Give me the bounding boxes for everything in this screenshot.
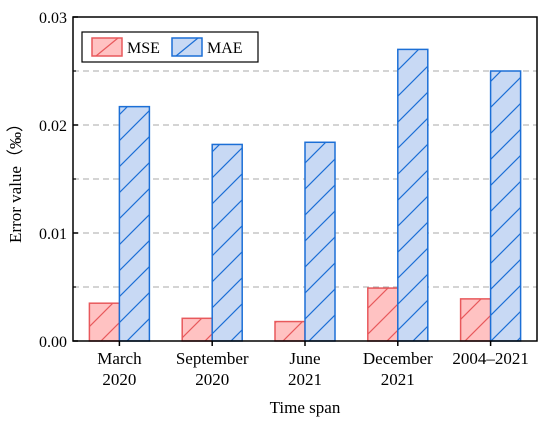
- x-tick-label: March: [97, 349, 142, 368]
- bar-mse: [88, 302, 121, 342]
- x-tick-label: 2021: [381, 370, 415, 389]
- x-tick-label: December: [363, 349, 433, 368]
- y-tick-label: 0.00: [39, 334, 67, 351]
- y-axis-title: Error value（‰）: [6, 115, 25, 243]
- legend-label-mae: MAE: [207, 40, 243, 57]
- legend-swatch-hatch: [175, 37, 199, 57]
- x-tick-label: 2021: [288, 370, 322, 389]
- legend-label-mse: MSE: [127, 40, 160, 57]
- x-tick-label: 2004–2021: [452, 349, 529, 368]
- bar-mse: [274, 320, 306, 342]
- bar-mae: [304, 141, 336, 342]
- y-tick-label: 0.03: [39, 10, 67, 27]
- y-tick-label: 0.01: [39, 226, 67, 243]
- bar-mse: [459, 298, 492, 342]
- x-axis: March 2020 September 2020 June 2021 December 20…: [97, 341, 529, 389]
- x-tick-label: 2020: [195, 370, 229, 389]
- bar-mae: [489, 70, 522, 342]
- legend-swatch-mse: [91, 37, 123, 57]
- legend-swatch-hatch: [95, 37, 119, 57]
- bar-mse: [181, 317, 213, 342]
- x-axis-title: Time span: [270, 398, 341, 417]
- x-tick-label: June: [289, 349, 320, 368]
- x-tick-label: 2020: [102, 370, 136, 389]
- legend-swatch-mae: [171, 37, 203, 57]
- bar-mae: [397, 48, 429, 342]
- y-axis: 0.00 0.01 0.02 0.03: [39, 10, 78, 351]
- bar-mae: [211, 143, 243, 342]
- legend: MSE MAE: [81, 31, 259, 63]
- y-tick-label: 0.02: [39, 118, 67, 135]
- bar-mae: [118, 105, 151, 342]
- bars: [88, 48, 522, 342]
- bar-mse: [367, 287, 399, 342]
- x-tick-label: September: [176, 349, 249, 368]
